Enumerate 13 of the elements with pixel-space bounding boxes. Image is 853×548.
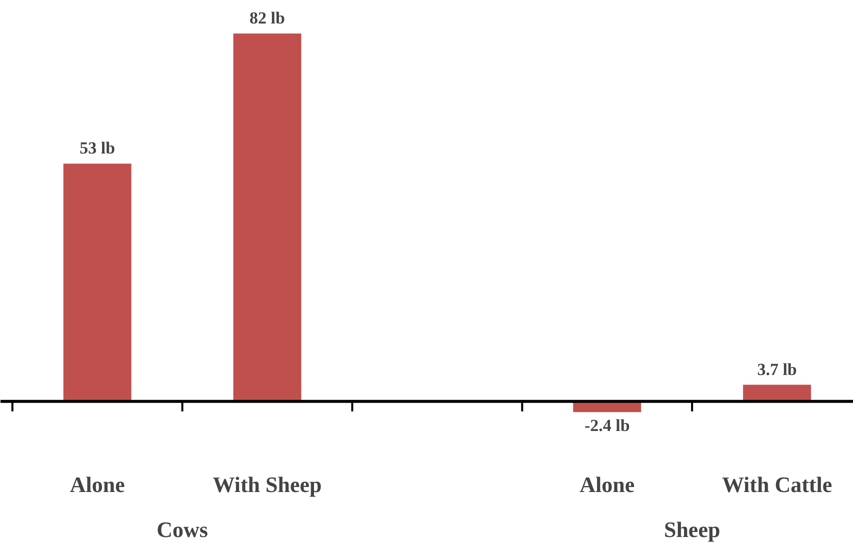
x-tick-label: With Sheep xyxy=(212,472,322,497)
x-tick-label: With Cattle xyxy=(722,472,832,497)
bar xyxy=(63,164,132,402)
x-tick-label: Alone xyxy=(580,472,635,497)
text: Sheep xyxy=(664,516,720,542)
data-label: -2.4 lb xyxy=(584,416,630,436)
bar xyxy=(743,384,812,402)
x-tick-label: Alone xyxy=(70,472,126,497)
data-label: 82 lb xyxy=(250,8,285,28)
data-label: 3.7 lb xyxy=(757,360,797,379)
text: Cows xyxy=(156,516,208,542)
data-label: 53 lb xyxy=(80,138,116,158)
bar xyxy=(233,33,302,402)
